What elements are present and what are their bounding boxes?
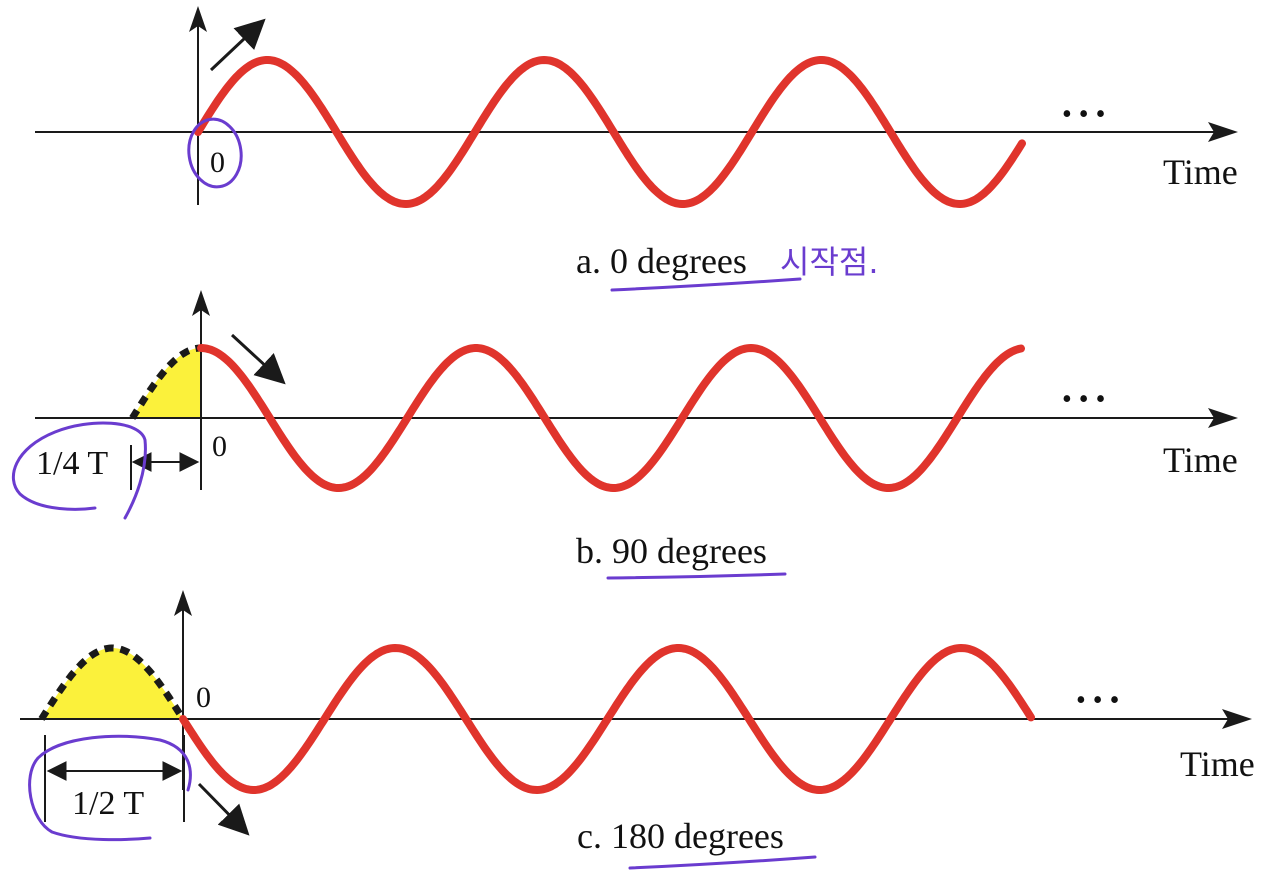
- caption-underline: [628, 855, 817, 870]
- panel-b: 0 1/4 T • • • Time b. 90 degrees: [11, 290, 1238, 580]
- time-axis-label: Time: [1163, 440, 1238, 480]
- offset-label: 1/2 T: [72, 785, 144, 822]
- sine-wave: [194, 55, 1026, 209]
- origin-label: 0: [210, 146, 225, 179]
- time-axis-label: Time: [1163, 152, 1238, 192]
- time-axis-label: Time: [1180, 744, 1255, 784]
- caption-underline: [606, 572, 787, 580]
- ellipsis: • • •: [1076, 685, 1119, 716]
- time-axis-arrowhead: [1222, 709, 1252, 729]
- caption-underline: [610, 277, 802, 292]
- time-axis-arrowhead: [1208, 122, 1238, 142]
- direction-arrow: [230, 333, 286, 385]
- origin-annotation-circle: [187, 117, 243, 189]
- panel-a: 0 • • • Time a. 0 degrees 시작점.: [35, 6, 1238, 292]
- panel-caption: b. 90 degrees: [576, 531, 767, 571]
- ellipsis: • • •: [1062, 384, 1105, 415]
- origin-label: 0: [196, 681, 211, 714]
- offset-label: 1/4 T: [36, 445, 108, 482]
- sine-wave: [179, 643, 1035, 795]
- offset-annotation-circle: [28, 734, 192, 842]
- amplitude-axis-arrowhead: [174, 590, 192, 616]
- preceding-quarter-cycle-dashed: [129, 344, 201, 420]
- direction-arrow: [197, 782, 250, 836]
- panel-caption: c. 180 degrees: [577, 816, 784, 856]
- handwritten-note: 시작점.: [780, 243, 879, 281]
- sine-wave: [197, 343, 1025, 492]
- preceding-half-cycle-fill: [41, 648, 183, 719]
- preceding-quarter-cycle-fill: [132, 348, 201, 418]
- origin-label: 0: [212, 430, 227, 463]
- offset-annotation-circle: [11, 421, 147, 520]
- direction-arrow: [209, 18, 266, 72]
- amplitude-axis-arrowhead: [192, 290, 210, 316]
- preceding-half-cycle-dashed: [38, 644, 185, 721]
- time-axis-arrowhead: [1208, 408, 1238, 428]
- amplitude-axis-arrowhead: [189, 6, 207, 32]
- panel-caption: a. 0 degrees: [576, 241, 747, 281]
- panel-c: 0 1/2 T • • • Time c. 180 degrees: [20, 590, 1255, 870]
- ellipsis: • • •: [1062, 99, 1105, 130]
